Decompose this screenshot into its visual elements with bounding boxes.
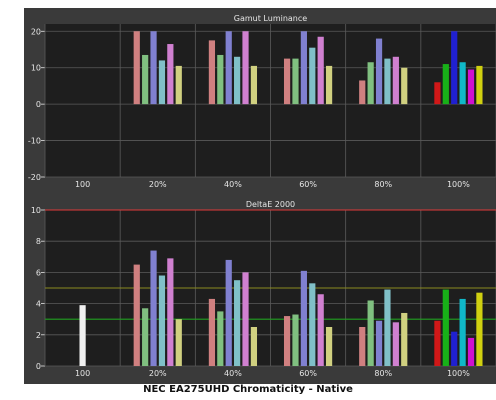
bar-40pct-3 bbox=[225, 31, 232, 105]
chart-panel-1: Gamut Luminance -20 -10 0 10 20 100 20% 40% 60% 80… bbox=[24, 9, 496, 191]
bar-100pct-3 bbox=[442, 289, 449, 366]
chart-title: Gamut Luminance bbox=[234, 14, 307, 23]
bar-60pct-3 bbox=[292, 314, 299, 366]
y-tick-label: -20 bbox=[28, 173, 41, 182]
bar-100pct-1 bbox=[434, 82, 441, 105]
x-tick-label: 100% bbox=[447, 369, 470, 378]
x-tick-label: 20% bbox=[149, 369, 167, 378]
bar-60pct-2 bbox=[283, 316, 291, 366]
chart-panel-2: DeltaE 2000 0 2 4 6 8 10 100 20% 40% 60% 80% 100% bbox=[24, 198, 496, 380]
x-tick-label: 60% bbox=[299, 369, 317, 378]
y-tick-label: 10 bbox=[31, 64, 41, 73]
bar-60pct-5 bbox=[309, 283, 316, 366]
y-tick-label: 0 bbox=[36, 362, 41, 371]
bar-80pct-4 bbox=[375, 320, 383, 366]
y-tick-label: 20 bbox=[31, 27, 41, 36]
bar-40pct-5 bbox=[234, 280, 241, 366]
bar-100pct-6 bbox=[476, 65, 483, 105]
bar-100-1 bbox=[79, 305, 86, 366]
bar-20pct-6 bbox=[167, 258, 174, 366]
x-tick-label: 80% bbox=[374, 180, 392, 189]
bar-20pct-5 bbox=[167, 44, 174, 105]
bar-20pct-5 bbox=[158, 275, 166, 366]
bar-80pct-5 bbox=[384, 289, 391, 366]
y-tick-label: 4 bbox=[36, 300, 41, 309]
chart-title-bar bbox=[24, 9, 496, 24]
x-tick-label: 60% bbox=[299, 180, 317, 189]
bar-80pct-3 bbox=[375, 38, 383, 105]
bar-40pct-1 bbox=[208, 40, 216, 105]
y-tick-label: 0 bbox=[36, 100, 41, 109]
bar-60pct-6 bbox=[317, 294, 324, 366]
bar-80pct-2 bbox=[359, 327, 366, 366]
bar-40pct-2 bbox=[208, 298, 216, 366]
bar-60pct-3 bbox=[300, 31, 307, 105]
bar-100pct-2 bbox=[434, 320, 441, 366]
x-axis-band bbox=[24, 366, 496, 380]
bar-100pct-4 bbox=[451, 331, 458, 366]
bar-60pct-4 bbox=[300, 270, 307, 366]
y-tick-label: 10 bbox=[31, 206, 41, 215]
x-tick-label: 100 bbox=[75, 369, 90, 378]
bar-80pct-1 bbox=[359, 80, 366, 105]
bar-100pct-5 bbox=[467, 69, 475, 105]
bar-60pct-5 bbox=[317, 36, 324, 105]
bar-100pct-3 bbox=[451, 31, 458, 105]
x-tick-label: 40% bbox=[224, 369, 242, 378]
bar-40pct-5 bbox=[242, 31, 249, 105]
bar-60pct-2 bbox=[292, 58, 299, 105]
bar-20pct-3 bbox=[142, 308, 149, 366]
bar-80pct-5 bbox=[392, 56, 399, 105]
y-tick-label: 2 bbox=[36, 331, 41, 340]
chart-title-bar bbox=[24, 198, 496, 210]
bar-100pct-7 bbox=[476, 292, 483, 366]
bar-20pct-3 bbox=[150, 31, 157, 105]
x-tick-label: 20% bbox=[149, 180, 167, 189]
bar-100pct-4 bbox=[459, 62, 466, 105]
bar-60pct-1 bbox=[283, 58, 291, 105]
bar-20pct-7 bbox=[175, 319, 182, 366]
y-tick-label: -10 bbox=[28, 137, 41, 146]
bar-80pct-3 bbox=[367, 300, 374, 366]
bar-100pct-6 bbox=[467, 337, 475, 366]
x-axis-band bbox=[24, 177, 496, 191]
bar-20pct-4 bbox=[150, 250, 157, 366]
y-tick-label: 6 bbox=[36, 268, 41, 277]
bar-40pct-6 bbox=[242, 272, 249, 366]
x-tick-label: 40% bbox=[224, 180, 242, 189]
bar-20pct-6 bbox=[175, 65, 182, 105]
x-tick-label: 100% bbox=[447, 180, 470, 189]
x-tick-label: 80% bbox=[374, 369, 392, 378]
bar-60pct-4 bbox=[309, 47, 316, 105]
bar-80pct-6 bbox=[392, 322, 399, 366]
bar-80pct-6 bbox=[401, 67, 408, 105]
bar-20pct-2 bbox=[133, 264, 140, 366]
bar-60pct-7 bbox=[325, 327, 333, 366]
bar-20pct-2 bbox=[142, 54, 149, 105]
bar-80pct-2 bbox=[367, 62, 374, 105]
bar-40pct-6 bbox=[250, 65, 258, 105]
bar-40pct-7 bbox=[250, 327, 258, 366]
bar-20pct-1 bbox=[133, 31, 140, 105]
chart-title: DeltaE 2000 bbox=[246, 200, 295, 209]
y-tick-label: 8 bbox=[36, 237, 41, 246]
chart-caption: NEC EA275UHD Chromaticity - Native bbox=[143, 384, 353, 395]
bar-40pct-4 bbox=[234, 56, 241, 105]
bar-20pct-4 bbox=[158, 60, 166, 105]
bar-60pct-6 bbox=[325, 65, 333, 105]
bar-40pct-3 bbox=[217, 311, 224, 366]
bar-40pct-4 bbox=[225, 259, 232, 366]
bar-40pct-2 bbox=[217, 54, 224, 105]
bar-100pct-5 bbox=[459, 298, 466, 366]
bar-80pct-4 bbox=[384, 58, 391, 105]
bar-100pct-2 bbox=[442, 64, 449, 105]
x-tick-label: 100 bbox=[75, 180, 90, 189]
bar-80pct-7 bbox=[401, 312, 408, 366]
